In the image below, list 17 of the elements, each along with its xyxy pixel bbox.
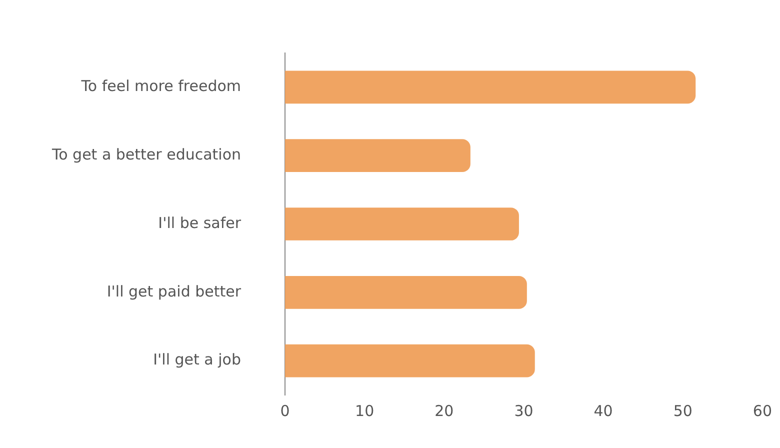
x-tick-label: 10 [355,402,374,420]
bar [285,208,519,240]
y-tick-label: To feel more freedom [80,77,242,96]
bar [285,276,527,309]
y-tick-label: I'll be safer [158,214,242,232]
x-tick-label: 30 [514,402,534,420]
bar [285,70,696,104]
y-tick-label: I'll get a job [153,350,242,369]
bar [285,139,470,172]
x-tick-label: 20 [434,402,454,420]
x-tick-label: 50 [673,402,692,420]
bar [285,344,535,378]
x-tick-label: 40 [594,402,613,420]
x-tick-label: 60 [752,402,772,420]
y-tick-label: I'll get paid better [106,282,242,300]
x-tick-label: 0 [280,402,290,420]
y-tick-label: To get a better education [50,145,242,164]
